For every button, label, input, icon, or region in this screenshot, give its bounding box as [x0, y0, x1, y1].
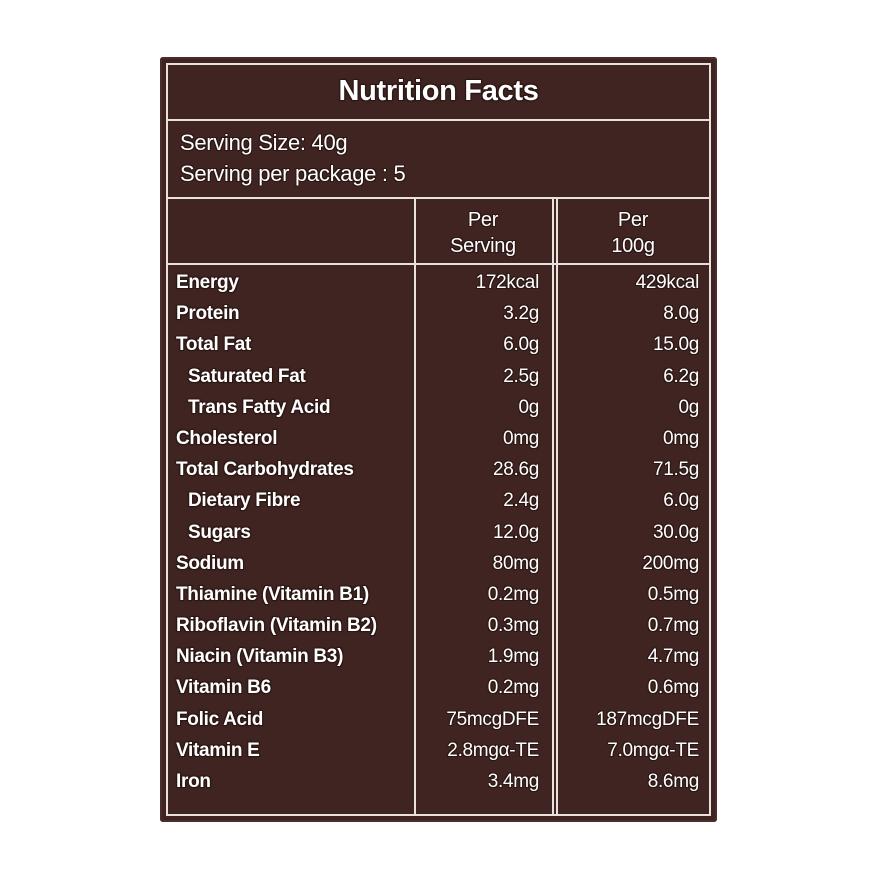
- column-header-line: 100g: [611, 235, 655, 257]
- frame-right-rule: [709, 63, 711, 816]
- per-serving-value: 172kcal: [475, 272, 540, 293]
- frame-bottom-rule: [166, 814, 711, 816]
- per-100g-value: 6.0g: [663, 490, 699, 512]
- column-header-line: Per: [617, 209, 649, 231]
- serving-rule: [166, 197, 711, 199]
- table-row: Iron 3.4mg 8.6mg: [160, 768, 717, 799]
- nutrition-label: Nutrition Facts Serving Size: 40g Servin…: [160, 57, 717, 822]
- column-divider: [552, 199, 554, 814]
- per-100g-value: 429kcal: [635, 272, 700, 293]
- nutrient-name: Riboflavin (Vitamin B2): [176, 615, 377, 637]
- nutrient-name: Niacin (Vitamin B3): [176, 646, 344, 668]
- table-row: Dietary Fibre 2.4g 6.0g: [160, 487, 717, 518]
- per-100g-value: 8.6mg: [647, 771, 700, 792]
- nutrient-name: Vitamin B6: [176, 677, 271, 699]
- nutrient-name: Protein: [176, 303, 240, 325]
- table-row: Total Fat 6.0g 15.0g: [160, 331, 717, 362]
- per-100g-value: 200mg: [642, 552, 699, 574]
- table-row: Protein 3.2g 8.0g: [160, 300, 717, 331]
- column-divider: [414, 199, 416, 814]
- frame-top-rule: [166, 63, 711, 65]
- nutrient-table: Energy 172kcal 429kcal Protein 3.2g 8.0g Total…: [160, 269, 717, 799]
- per-100g-value: 0.5mg: [647, 583, 700, 605]
- column-divider: [556, 199, 558, 814]
- per-100g-value: 8.0g: [663, 303, 699, 325]
- table-row: Cholesterol 0mg 0mg: [160, 425, 717, 456]
- nutrient-name: Total Carbohydrates: [176, 459, 354, 481]
- title-rule: [166, 119, 711, 121]
- nutrient-name: Saturated Fat: [188, 365, 306, 387]
- frame-left-rule: [166, 63, 168, 816]
- table-row: Energy 172kcal 429kcal: [160, 269, 717, 300]
- per-serving-value: 1.9mg: [487, 646, 540, 668]
- nutrient-name: Folic Acid: [176, 708, 264, 730]
- table-row: Vitamin E 2.8mgα-TE 7.0mgα-TE: [160, 737, 717, 768]
- table-row: Sugars 12.0g 30.0g: [160, 519, 717, 550]
- per-serving-value: 12.0g: [492, 521, 539, 543]
- nutrient-name: Sugars: [188, 521, 251, 543]
- nutrient-name: Sodium: [176, 552, 244, 574]
- table-row: Folic Acid 75mcgDFE 187mcgDFE: [160, 706, 717, 737]
- per-serving-value: 0g: [518, 396, 539, 418]
- table-row: Sodium 80mg 200mg: [160, 550, 717, 581]
- per-serving-value: 28.6g: [492, 459, 539, 481]
- per-serving-value: 2.5g: [503, 365, 539, 387]
- label-title: Nutrition Facts: [338, 75, 539, 107]
- per-100g-value: 15.0g: [652, 334, 699, 356]
- per-serving-value: 3.2g: [503, 303, 539, 325]
- per-100g-value: 6.2g: [663, 365, 699, 387]
- column-header-line: Per: [467, 209, 499, 231]
- per-serving-value: 80mg: [492, 552, 540, 574]
- table-row: Saturated Fat 2.5g 6.2g: [160, 363, 717, 394]
- nutrient-name: Vitamin E: [176, 739, 260, 761]
- per-100g-value: 0g: [678, 396, 699, 418]
- nutrient-name: Cholesterol: [176, 427, 278, 449]
- per-100g-value: 30.0g: [652, 521, 699, 543]
- nutrient-name: Dietary Fibre: [188, 490, 301, 512]
- table-row: Riboflavin (Vitamin B2) 0.3mg 0.7mg: [160, 612, 717, 643]
- per-serving-value: 3.4mg: [487, 771, 540, 792]
- per-serving-value: 75mcgDFE: [446, 708, 539, 730]
- per-100g-value: 4.7mg: [647, 646, 700, 668]
- table-row: Thiamine (Vitamin B1) 0.2mg 0.5mg: [160, 581, 717, 612]
- nutrient-name: Thiamine (Vitamin B1): [176, 583, 369, 605]
- per-serving-value: 0.2mg: [487, 677, 540, 699]
- servings-per-package: Serving per package : 5: [180, 161, 406, 186]
- per-serving-value: 6.0g: [503, 334, 539, 356]
- column-header-per-100g: Per 100g: [568, 207, 698, 259]
- header-rule: [166, 263, 711, 265]
- table-row: Trans Fatty Acid 0g 0g: [160, 394, 717, 425]
- column-header-line: Serving: [450, 235, 516, 257]
- per-serving-value: 0.2mg: [487, 583, 540, 605]
- per-100g-value: 187mcgDFE: [596, 708, 699, 730]
- per-serving-value: 2.8mgα-TE: [447, 739, 539, 761]
- per-100g-value: 71.5g: [652, 459, 699, 481]
- per-100g-value: 0.6mg: [647, 677, 700, 699]
- table-row: Niacin (Vitamin B3) 1.9mg 4.7mg: [160, 643, 717, 674]
- per-serving-value: 2.4g: [503, 490, 539, 512]
- per-serving-value: 0.3mg: [487, 615, 540, 637]
- column-header-per-serving: Per Serving: [418, 207, 548, 259]
- per-100g-value: 0mg: [662, 427, 699, 449]
- table-row: Vitamin B6 0.2mg 0.6mg: [160, 674, 717, 705]
- per-100g-value: 0.7mg: [647, 615, 700, 637]
- nutrient-name: Trans Fatty Acid: [188, 396, 331, 418]
- table-row: Total Carbohydrates 28.6g 71.5g: [160, 456, 717, 487]
- per-100g-value: 7.0mgα-TE: [607, 739, 699, 761]
- nutrient-name: Iron: [176, 771, 211, 792]
- per-serving-value: 0mg: [502, 427, 539, 449]
- serving-size: Serving Size: 40g: [180, 130, 348, 155]
- nutrient-name: Total Fat: [176, 334, 252, 356]
- nutrient-name: Energy: [176, 272, 239, 293]
